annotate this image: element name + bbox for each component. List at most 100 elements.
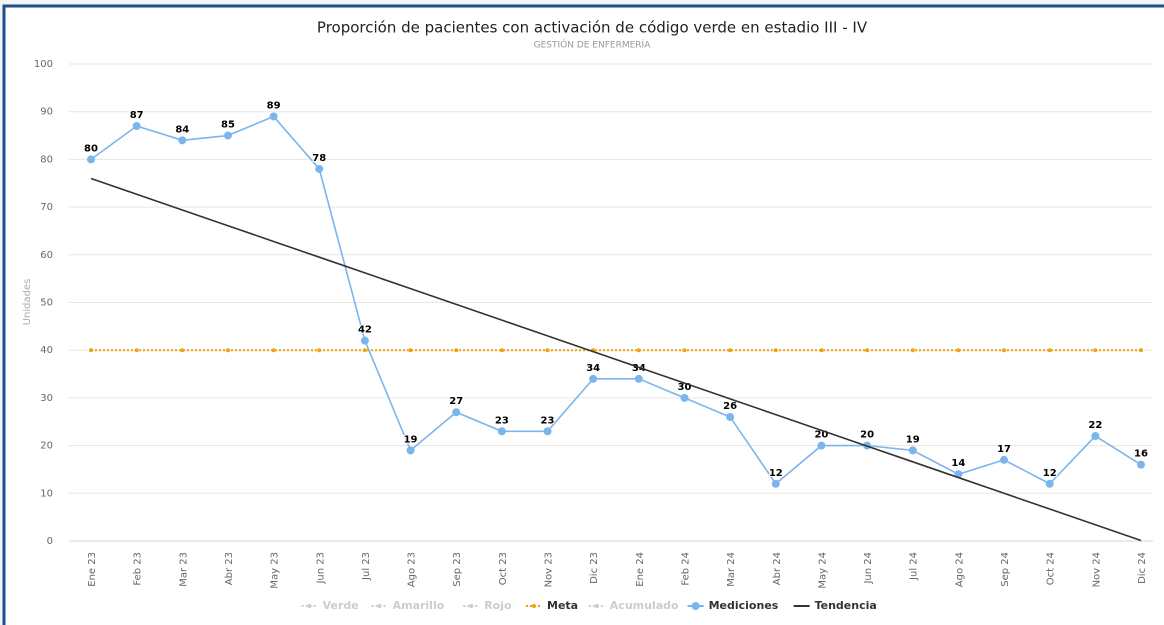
x-tick-label: May 23	[270, 552, 281, 589]
x-tick-label: Oct 23	[498, 552, 509, 585]
point-marker	[315, 164, 324, 173]
point-marker	[180, 348, 185, 353]
point-marker	[589, 374, 598, 383]
data-label: 26	[723, 401, 737, 412]
data-label: 27	[449, 396, 463, 407]
x-tick-label: Dic 24	[1137, 552, 1148, 584]
y-tick-label: 60	[40, 250, 53, 261]
data-label: 87	[130, 110, 144, 121]
point-marker	[680, 393, 689, 402]
point-marker	[497, 427, 506, 436]
data-label: 12	[1043, 468, 1057, 479]
data-label: 89	[267, 100, 281, 111]
data-label: 22	[1088, 420, 1102, 431]
legend-label: Meta	[547, 599, 578, 612]
point-marker	[89, 348, 93, 353]
data-label: 17	[997, 444, 1011, 455]
point-marker	[317, 348, 322, 353]
legend-marker	[469, 604, 474, 608]
point-marker	[1093, 348, 1098, 353]
point-marker	[1047, 348, 1052, 353]
point-marker	[726, 412, 735, 421]
point-marker	[682, 348, 687, 353]
legend-label: Amarillo	[393, 599, 445, 612]
point-marker	[499, 348, 504, 353]
x-tick-label: Jun 23	[315, 552, 326, 585]
y-tick-label: 40	[40, 345, 53, 356]
point-marker	[406, 446, 415, 455]
legend-label: Tendencia	[815, 599, 877, 612]
point-marker	[773, 348, 778, 353]
legend-marker	[377, 604, 382, 608]
data-label: 34	[632, 363, 646, 374]
data-label: 85	[221, 120, 235, 131]
x-tick-label: Abr 24	[772, 552, 783, 585]
panel-frame	[2, 4, 1164, 625]
data-label: 14	[951, 458, 965, 469]
point-marker	[910, 348, 915, 353]
x-tick-label: May 24	[817, 552, 828, 589]
x-tick-label: Mar 23	[178, 552, 189, 587]
data-label: 19	[404, 434, 418, 445]
y-tick-label: 0	[47, 536, 53, 547]
point-marker	[1045, 479, 1054, 488]
point-marker	[1137, 460, 1145, 469]
legend-marker	[307, 604, 312, 608]
point-marker	[1139, 348, 1143, 353]
point-marker	[454, 348, 459, 353]
point-marker	[545, 348, 550, 353]
series-line	[90, 177, 1142, 542]
data-label: 20	[860, 430, 874, 441]
y-tick-label: 20	[40, 441, 53, 452]
data-label: 12	[769, 468, 783, 479]
point-marker	[362, 348, 367, 353]
point-marker	[1002, 348, 1007, 353]
point-marker	[452, 408, 461, 417]
x-tick-label: Ago 24	[954, 552, 965, 587]
point-marker	[134, 348, 139, 353]
legend-label: Rojo	[484, 599, 512, 612]
point-marker	[771, 479, 780, 488]
x-tick-label: Oct 24	[1046, 552, 1057, 585]
legend-marker	[691, 602, 700, 610]
point-marker	[636, 348, 641, 353]
point-marker	[634, 374, 643, 383]
point-marker	[225, 348, 230, 353]
point-marker	[269, 112, 278, 121]
legend-label: Verde	[323, 599, 359, 612]
point-marker	[1000, 455, 1009, 464]
point-marker	[819, 348, 824, 353]
y-tick-label: 80	[40, 154, 53, 165]
point-marker	[817, 441, 826, 450]
x-tick-label: Nov 24	[1091, 552, 1102, 587]
point-marker	[908, 446, 917, 455]
point-marker	[87, 155, 95, 164]
data-label: 78	[312, 153, 326, 164]
point-marker	[360, 336, 369, 345]
data-label: 19	[906, 434, 920, 445]
legend-marker	[594, 604, 599, 608]
chart-subtitle: GESTIÓN DE ENFERMERÍA	[534, 39, 652, 51]
x-tick-label: Ene 24	[635, 552, 646, 587]
x-tick-label: Sep 24	[1000, 552, 1011, 587]
x-tick-label: Ago 23	[407, 552, 418, 587]
legend-marker	[532, 604, 536, 608]
data-label: 42	[358, 325, 372, 336]
y-tick-label: 90	[40, 107, 53, 118]
x-tick-label: Jul 24	[909, 552, 920, 581]
data-label: 84	[175, 124, 189, 135]
y-tick-label: 100	[34, 59, 53, 70]
y-axis-label: Unidades	[22, 279, 33, 326]
x-tick-label: Dic 23	[589, 552, 600, 584]
point-marker	[956, 348, 961, 353]
point-marker	[1091, 432, 1100, 441]
y-tick-label: 50	[40, 298, 53, 309]
x-tick-label: Mar 24	[726, 552, 737, 587]
series-line	[90, 115, 1142, 485]
x-tick-label: Abr 23	[224, 552, 235, 585]
point-marker	[408, 348, 413, 353]
y-tick-label: 10	[40, 488, 53, 499]
point-marker	[271, 348, 276, 353]
